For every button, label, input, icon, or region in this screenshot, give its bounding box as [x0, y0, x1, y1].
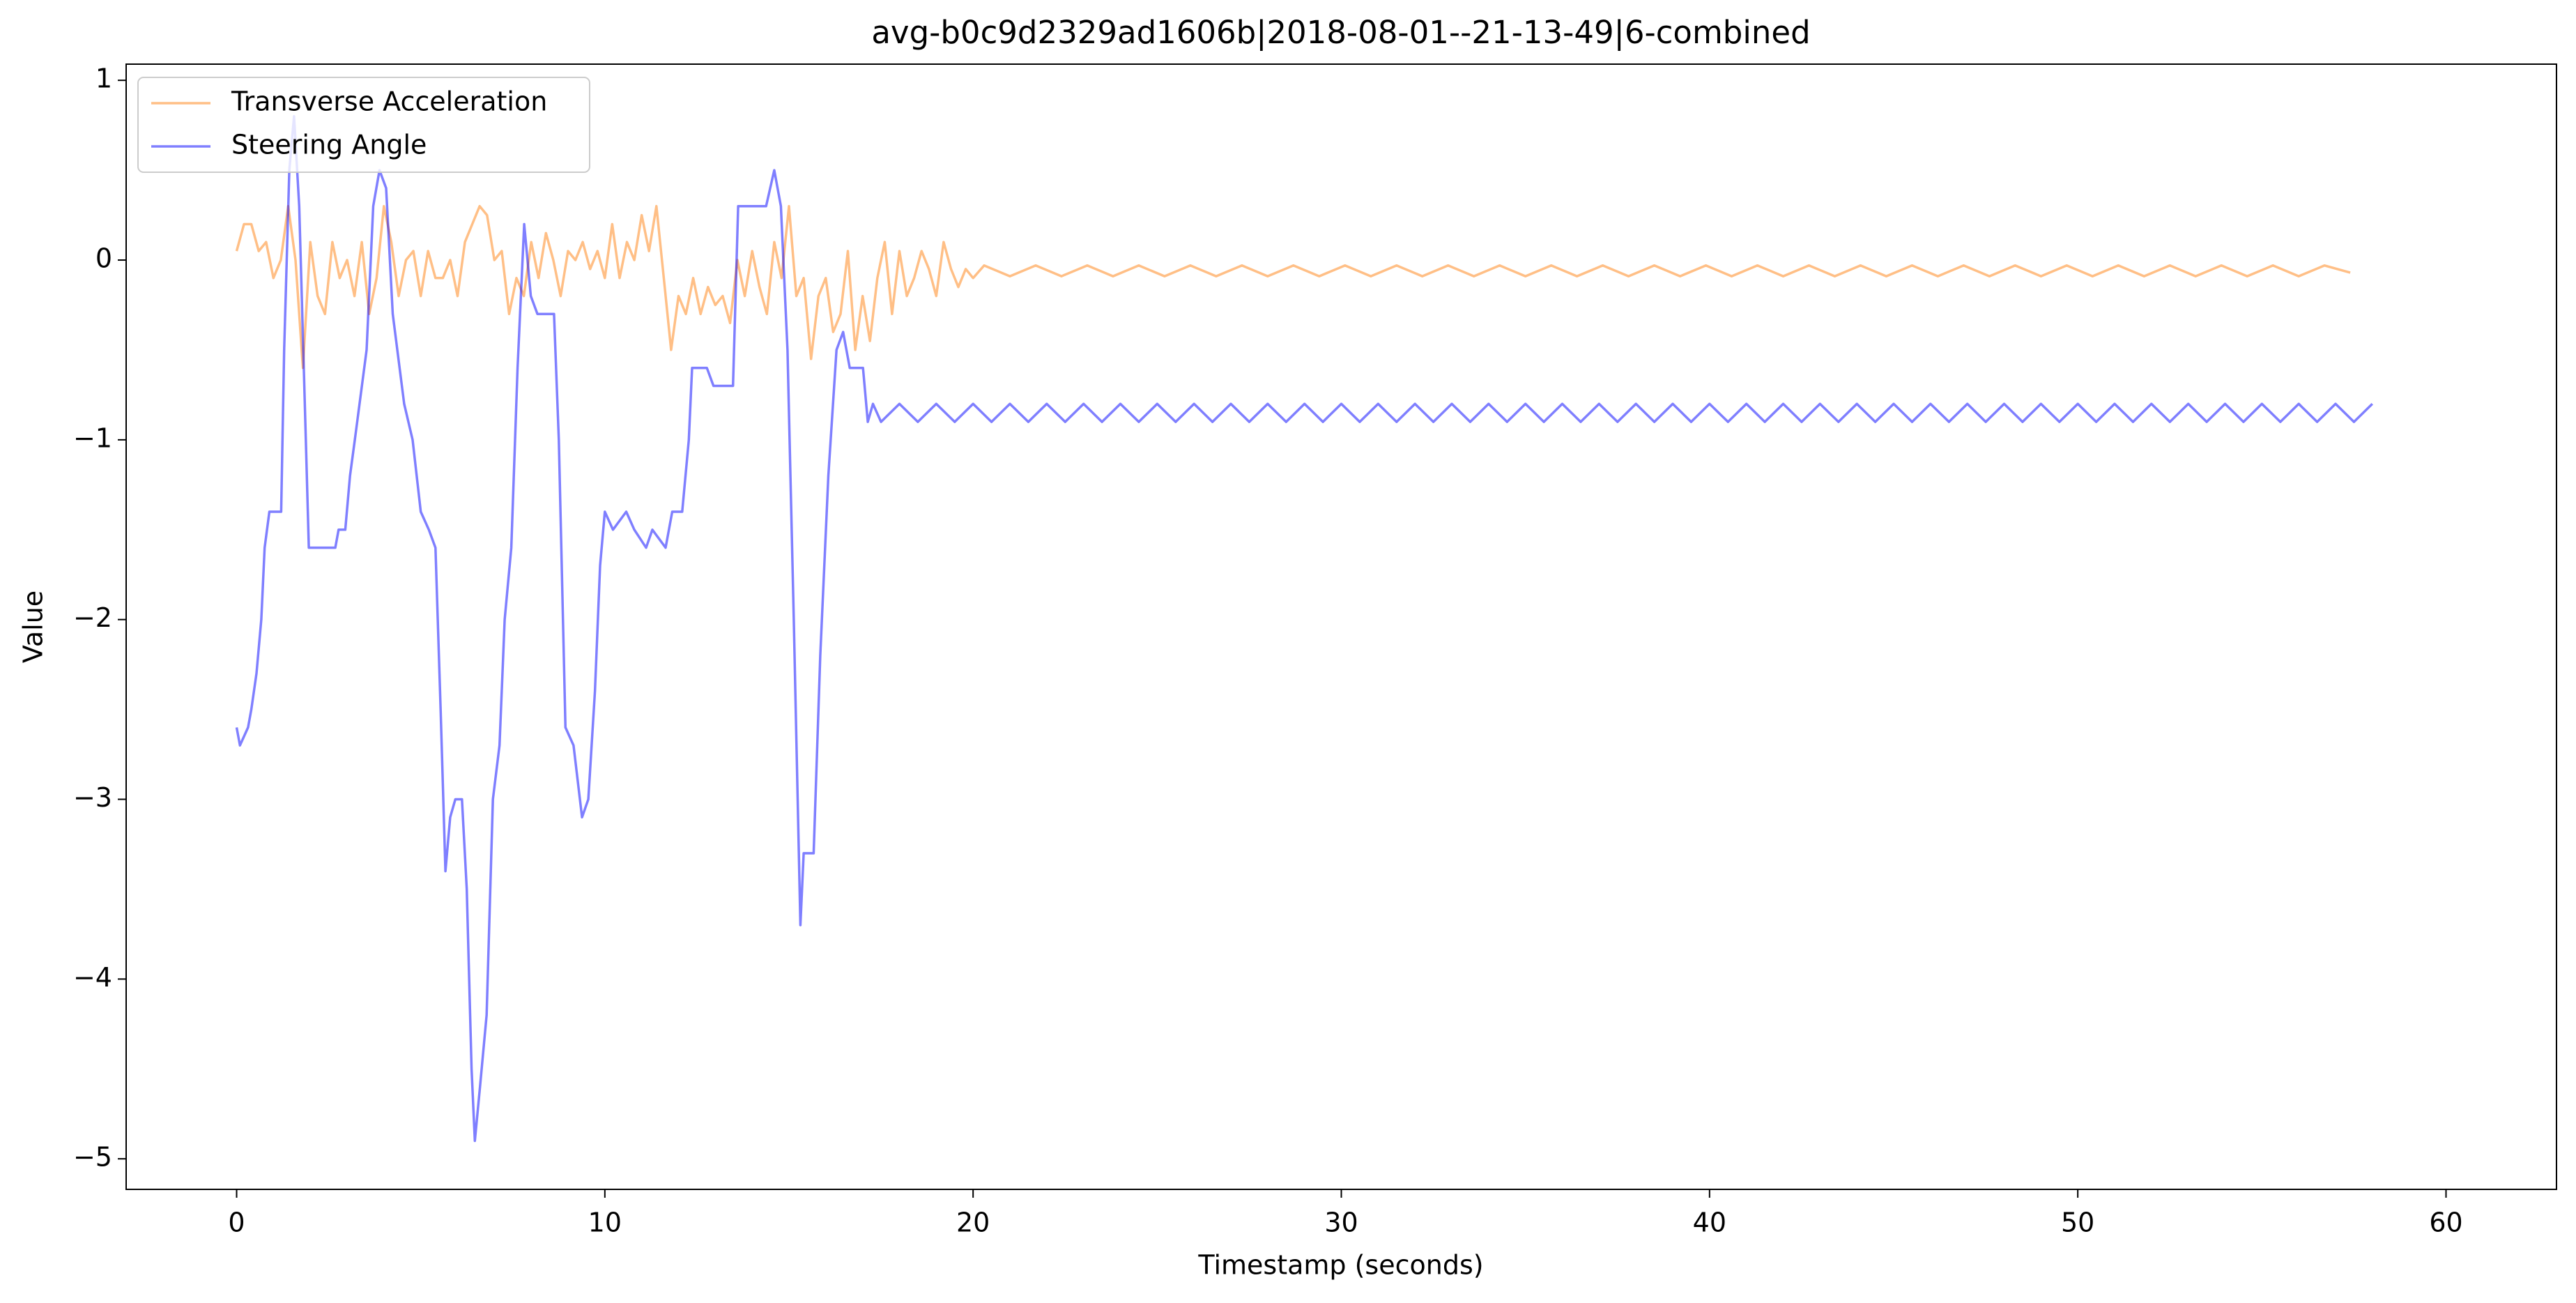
y-tick-label: 0: [95, 243, 112, 274]
x-tick-label: 40: [1693, 1207, 1726, 1238]
x-tick-label: 10: [588, 1207, 622, 1238]
series-line: [235, 115, 2374, 1143]
y-tick-label: −1: [73, 422, 112, 453]
y-tick-label: −4: [73, 962, 112, 993]
plot-frame: [125, 63, 2557, 1190]
chart-title: avg-b0c9d2329ad1606b|2018-08-01--21-13-4…: [871, 14, 1810, 51]
legend-label: Transverse Acceleration: [231, 86, 547, 117]
x-tick-label: 50: [2061, 1207, 2094, 1238]
legend-label: Steering Angle: [231, 130, 427, 160]
x-tick-label: 20: [956, 1207, 990, 1238]
series-line: [235, 204, 2351, 369]
y-tick-label: 1: [95, 63, 112, 94]
x-axis-label: Timestamp (seconds): [1197, 1250, 1483, 1281]
y-tick-label: −2: [73, 602, 112, 633]
legend-box: [137, 77, 590, 173]
x-tick-label: 0: [228, 1207, 245, 1238]
x-tick-label: 30: [1324, 1207, 1358, 1238]
y-tick-label: −3: [73, 782, 112, 813]
y-axis-label: Value: [18, 590, 49, 663]
y-tick-label: −5: [73, 1142, 112, 1173]
x-tick-label: 60: [2429, 1207, 2462, 1238]
